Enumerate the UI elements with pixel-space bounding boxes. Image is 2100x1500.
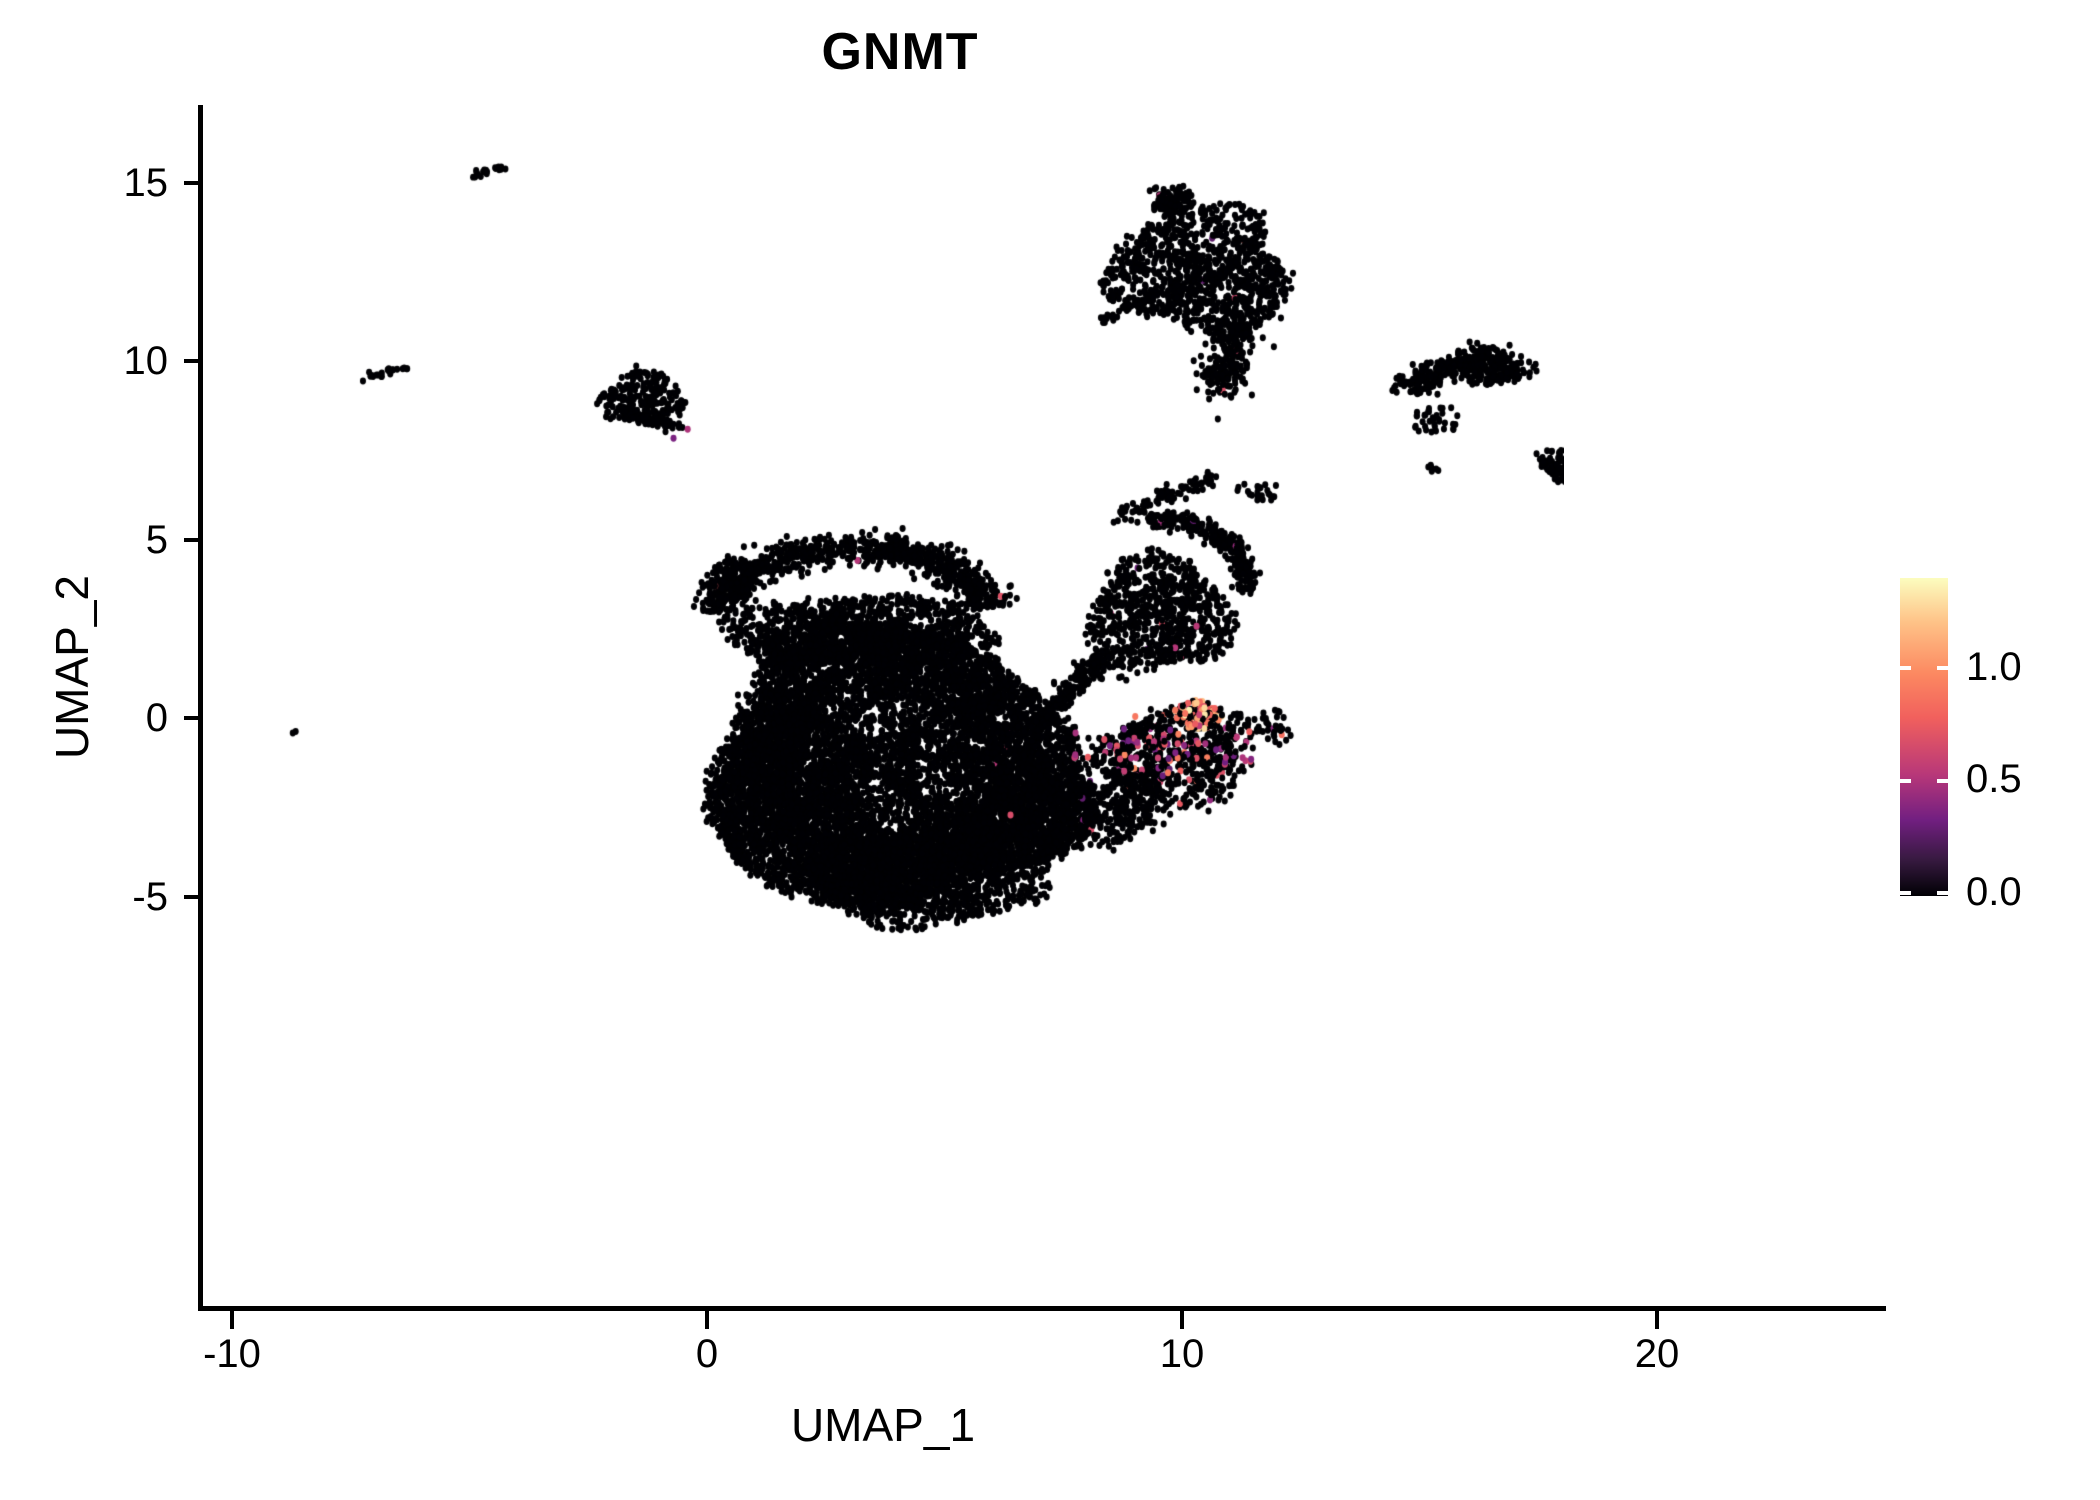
y-tick-label: 10 [123, 339, 169, 383]
page-title: GNMT [821, 23, 979, 81]
scatter-plot-panel [202, 105, 1564, 1310]
legend-tick-1-left [1900, 666, 1911, 670]
y-tick-label: 15 [123, 160, 169, 205]
x-tick-mark [1655, 1311, 1659, 1329]
x-tick-label: 20 [1634, 1332, 1680, 1376]
scatter-points-canvas [202, 105, 1564, 1310]
x-tick-label: 10 [1159, 1332, 1205, 1376]
y-tick-mark [184, 537, 202, 542]
legend-tick-2 [1937, 779, 1948, 783]
legend-colorbar [1900, 578, 1948, 896]
legend-tick-3 [1937, 891, 1948, 895]
y-tick-mark [184, 359, 202, 363]
legend-label-0-0: 0.0 [1966, 870, 2022, 914]
color-legend: 1.0 0.5 0.0 [1900, 578, 2080, 912]
x-tick-label: -10 [203, 1332, 261, 1376]
x-tick-label: 0 [695, 1332, 719, 1376]
y-tick-mark [184, 180, 202, 185]
y-tick-label: 5 [145, 517, 168, 562]
x-tick-mark [230, 1311, 234, 1329]
y-tick-mark [184, 716, 202, 720]
legend-tick-3-left [1900, 891, 1911, 895]
legend-tick-1 [1937, 666, 1948, 670]
y-axis-title: UMAP_2 [46, 574, 98, 760]
legend-tick-2-left [1900, 779, 1911, 783]
x-axis-title: UMAP_1 [790, 1399, 976, 1451]
x-tick-mark [1180, 1311, 1184, 1329]
y-tick-label: -5 [132, 874, 168, 919]
x-tick-mark [705, 1311, 709, 1329]
y-tick-mark [184, 894, 202, 899]
legend-label-1-0: 1.0 [1966, 645, 2022, 689]
x-axis-line [198, 1306, 1886, 1311]
y-axis-line [198, 105, 203, 1310]
legend-label-0-5: 0.5 [1966, 757, 2022, 801]
y-tick-label: 0 [145, 696, 168, 740]
